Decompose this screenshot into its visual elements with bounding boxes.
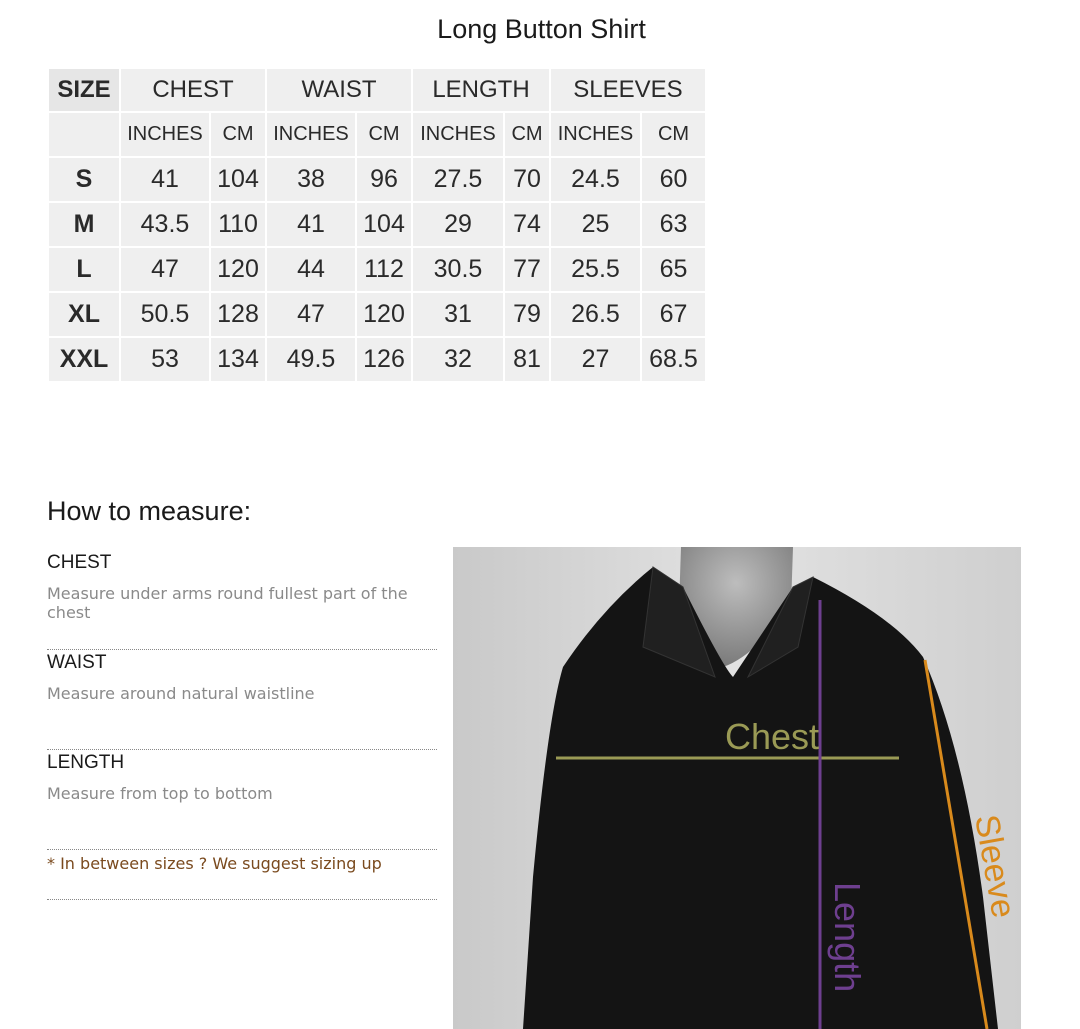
value-cell: 134 [211,338,265,381]
empty-cell [49,113,119,156]
unit-header: INCHES [551,113,640,156]
shirt-collar [642,566,814,679]
size-cell: XXL [49,338,119,381]
value-cell: 79 [505,293,549,336]
group-header: CHEST [121,69,265,111]
chest-label: Chest [725,716,819,757]
unit-header: CM [211,113,265,156]
sleeve-line [923,659,989,1029]
value-cell: 32 [413,338,503,381]
value-cell: 29 [413,203,503,246]
shirt-measure-image: Chest Length Sleeve [453,547,1021,1029]
sizing-note: * In between sizes ? We suggest sizing u… [47,850,437,900]
value-cell: 65 [642,248,705,291]
value-cell: 120 [357,293,411,336]
guide-item-name: WAIST [47,652,107,673]
measure-guide: CHEST Measure under arms round fullest p… [47,550,437,900]
value-cell: 47 [267,293,355,336]
header-row: SIZE CHEST WAIST LENGTH SLEEVES [49,69,705,111]
value-cell: 126 [357,338,411,381]
guide-item-desc: Measure under arms round fullest part of… [47,584,408,622]
size-cell: M [49,203,119,246]
value-cell: 96 [357,158,411,201]
size-cell: S [49,158,119,201]
value-cell: 41 [121,158,209,201]
value-cell: 41 [267,203,355,246]
value-cell: 128 [211,293,265,336]
size-chart-table: SIZE CHEST WAIST LENGTH SLEEVES INCHES CM INCHE… [47,67,707,383]
value-cell: 53 [121,338,209,381]
value-cell: 63 [642,203,705,246]
how-to-measure-heading: How to measure: [47,496,252,526]
group-header: SLEEVES [551,69,705,111]
unit-header: CM [505,113,549,156]
length-label: Length [827,882,868,992]
value-cell: 27.5 [413,158,503,201]
unit-header: CM [642,113,705,156]
value-cell: 47 [121,248,209,291]
value-cell: 120 [211,248,265,291]
value-cell: 30.5 [413,248,503,291]
value-cell: 104 [357,203,411,246]
value-cell: 25.5 [551,248,640,291]
guide-item-name: CHEST [47,552,112,573]
table-row: XXL 53 134 49.5 126 32 81 27 68.5 [49,338,705,381]
value-cell: 43.5 [121,203,209,246]
guide-item-name: LENGTH [47,752,125,773]
value-cell: 26.5 [551,293,640,336]
guide-item-waist: WAIST Measure around natural waistline [47,650,437,750]
value-cell: 67 [642,293,705,336]
guide-item-desc: Measure from top to bottom [47,784,273,803]
unit-header: INCHES [413,113,503,156]
value-cell: 104 [211,158,265,201]
group-header: WAIST [267,69,411,111]
guide-item-desc: Measure around natural waistline [47,684,315,703]
unit-header: CM [357,113,411,156]
value-cell: 68.5 [642,338,705,381]
value-cell: 24.5 [551,158,640,201]
value-cell: 38 [267,158,355,201]
value-cell: 77 [505,248,549,291]
table-row: S 41 104 38 96 27.5 70 24.5 60 [49,158,705,201]
table-row: M 43.5 110 41 104 29 74 25 63 [49,203,705,246]
guide-item-length: LENGTH Measure from top to bottom [47,750,437,850]
value-cell: 74 [505,203,549,246]
value-cell: 112 [357,248,411,291]
value-cell: 49.5 [267,338,355,381]
value-cell: 44 [267,248,355,291]
value-cell: 25 [551,203,640,246]
page-title: Long Button Shirt [437,14,646,44]
unit-header: INCHES [267,113,355,156]
unit-row: INCHES CM INCHES CM INCHES CM INCHES CM [49,113,705,156]
unit-header: INCHES [121,113,209,156]
size-cell: L [49,248,119,291]
value-cell: 81 [505,338,549,381]
group-header: LENGTH [413,69,549,111]
table-row: XL 50.5 128 47 120 31 79 26.5 67 [49,293,705,336]
value-cell: 31 [413,293,503,336]
value-cell: 50.5 [121,293,209,336]
value-cell: 27 [551,338,640,381]
size-header: SIZE [49,69,119,111]
shirt-body [523,567,998,1029]
value-cell: 60 [642,158,705,201]
table-row: L 47 120 44 112 30.5 77 25.5 65 [49,248,705,291]
guide-item-chest: CHEST Measure under arms round fullest p… [47,550,437,650]
value-cell: 110 [211,203,265,246]
size-cell: XL [49,293,119,336]
value-cell: 70 [505,158,549,201]
